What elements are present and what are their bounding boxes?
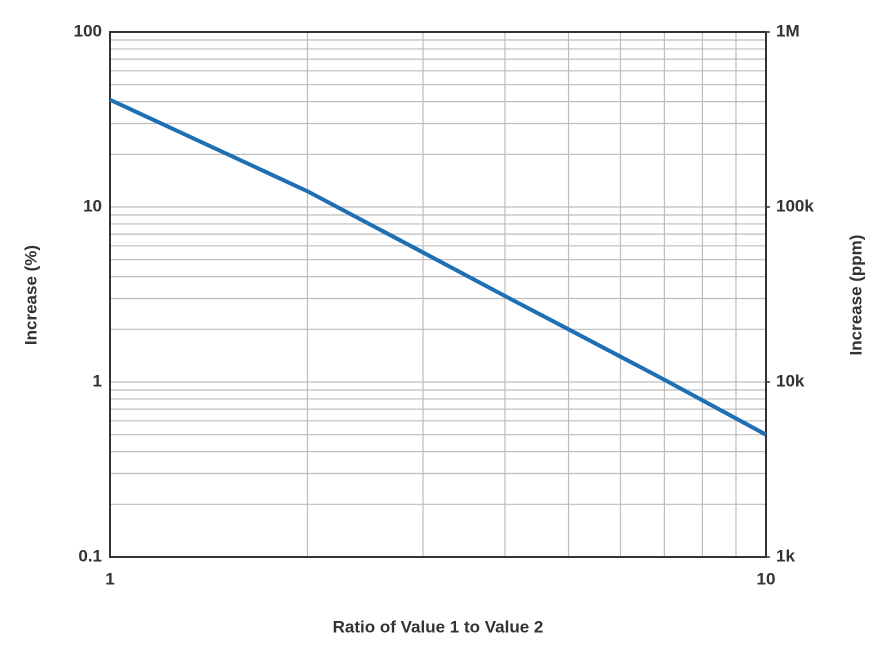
x-tick-label: 1 [105, 569, 114, 588]
y2-tick-label: 1k [776, 546, 795, 565]
data-line [109, 97, 767, 437]
y2-tick-label: 1M [776, 21, 800, 40]
y-tick-label: 1 [93, 371, 102, 390]
x-tick-label: 10 [757, 569, 776, 588]
x-axis-title: Ratio of Value 1 to Value 2 [333, 617, 544, 636]
y-tick-label: 100 [74, 21, 102, 40]
y-tick-label: 10 [83, 196, 102, 215]
y-axis-title: Increase (%) [21, 245, 40, 345]
y-tick-label: 0.1 [78, 546, 102, 565]
plot-frame [109, 31, 767, 558]
y2-axis-title: Increase (ppm) [846, 235, 865, 356]
y2-tick-label: 10k [776, 371, 805, 390]
y2-tick-label: 100k [776, 196, 814, 215]
